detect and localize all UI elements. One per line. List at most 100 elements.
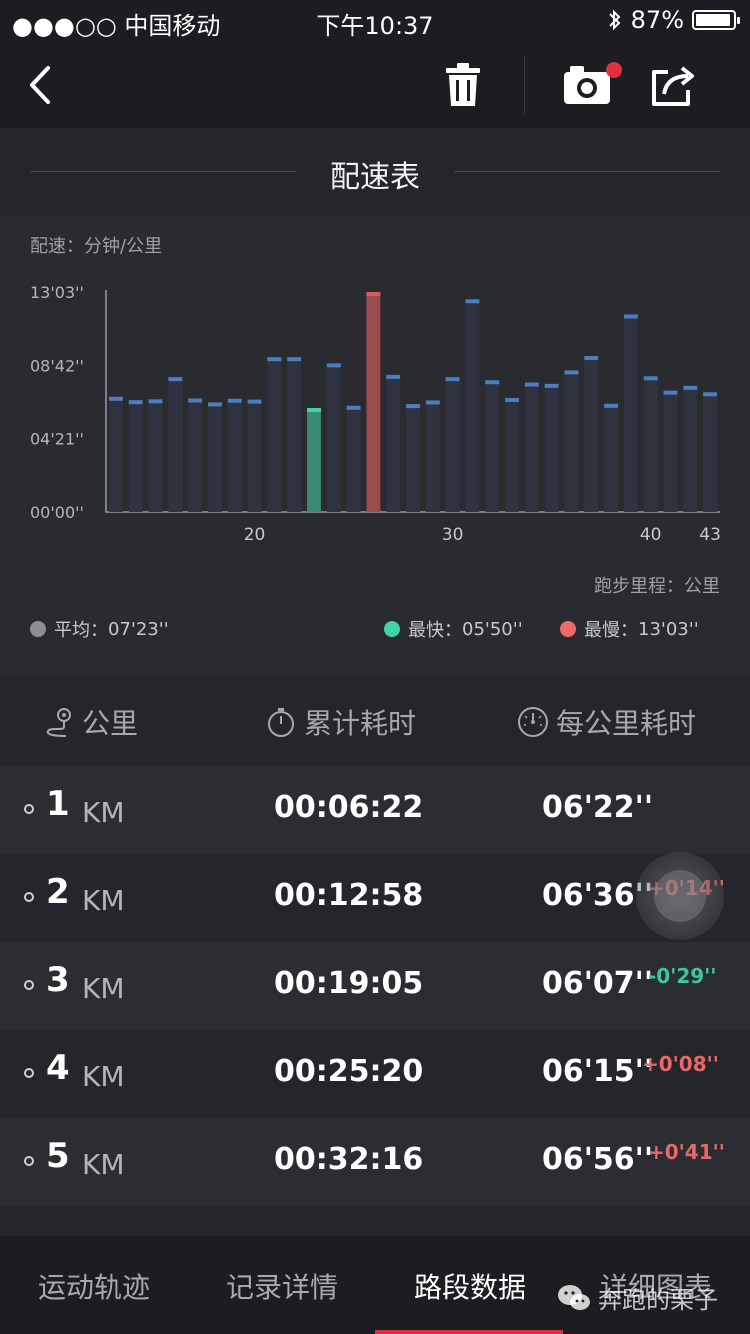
pace-bar-cap [643, 376, 658, 381]
row-km: 3 [46, 960, 70, 1000]
row-km: 2 [46, 872, 70, 912]
chart-y-label: 配速：分钟/公里 [30, 236, 163, 257]
chevron-left-icon[interactable] [22, 62, 62, 108]
y-tick-label: 08'42'' [30, 356, 84, 375]
row-pace-diff: +0'08'' [642, 1052, 719, 1076]
pace-bar [168, 377, 183, 512]
pace-bar [465, 299, 480, 512]
col-total-label: 累计耗时 [304, 707, 417, 740]
pace-bar-fastest [307, 408, 321, 512]
pace-bar-cap [267, 357, 282, 362]
section-header: 配速表 [0, 128, 750, 216]
pace-bar-cap [683, 385, 698, 390]
watermark: 奔跑的栗子 [556, 1280, 718, 1315]
page-title: 配速表 [330, 160, 420, 195]
pace-bar-cap [485, 380, 500, 385]
row-unit: KM [82, 1148, 125, 1181]
row-bullet-icon [24, 804, 34, 814]
pace-bar-cap [326, 363, 341, 368]
row-bullet-icon [24, 980, 34, 990]
trash-icon[interactable] [440, 60, 486, 110]
col-header-total: 累计耗时 [264, 702, 416, 742]
share-icon[interactable] [648, 62, 698, 110]
legend-slowest-value: 13'03'' [638, 618, 699, 640]
col-header-km: 公里 [42, 702, 138, 742]
row-total-time: 00:06:22 [274, 790, 424, 825]
pace-bar-cap [465, 299, 480, 304]
watermark-text: 奔跑的栗子 [598, 1286, 718, 1314]
pace-bar [623, 314, 638, 512]
pace-bar [643, 376, 658, 512]
row-pace-diff: -0'29'' [648, 964, 717, 988]
pace-bar-cap [703, 392, 718, 397]
pace-bar-fastest-cap [307, 408, 321, 413]
x-tick-label: 40 [640, 525, 662, 545]
pace-bar-cap [604, 403, 618, 408]
pace-bar-cap [505, 397, 519, 402]
pace-bar [445, 377, 460, 512]
pace-bar-cap [148, 399, 163, 404]
battery-icon [692, 10, 740, 30]
tab-record-details[interactable]: 记录详情 [226, 1271, 339, 1304]
legend-fastest-dot [384, 621, 400, 637]
y-tick-label: 04'21'' [30, 430, 84, 449]
row-pace-diff: +0'41'' [648, 1140, 725, 1164]
x-tick-label: 20 [244, 525, 266, 545]
title-rule-right [454, 171, 720, 172]
pace-bar [128, 400, 143, 512]
pace-bar [326, 363, 341, 512]
speedometer-icon [518, 707, 548, 737]
row-km: 1 [46, 784, 70, 824]
title-rule-left [30, 171, 296, 172]
pace-bar [544, 383, 559, 512]
legend-average: 平均： 07'23'' [30, 616, 169, 642]
pace-bar [683, 385, 698, 512]
pace-bar [425, 400, 440, 512]
pace-bar-cap [346, 405, 361, 410]
x-tick-label: 43 [699, 525, 721, 545]
col-km-label: 公里 [82, 707, 139, 740]
legend-slowest-dot [560, 621, 576, 637]
pace-bar-slowest [366, 292, 381, 512]
chart-x-label: 跑步里程：公里 [594, 576, 720, 597]
pace-bar-slowest-cap [366, 292, 381, 296]
pace-bar [108, 396, 123, 512]
pace-bar [188, 398, 203, 512]
wechat-icon [558, 1284, 590, 1310]
pace-chart-panel: 配速：分钟/公里 13'03'' 08'42'' 04'21'' 00'00'' 20 3… [0, 216, 750, 676]
row-pace: 06'07'' [542, 966, 654, 1001]
pace-bar-cap [287, 357, 302, 362]
pace-bar-cap [168, 377, 183, 382]
status-bar: ●●●○○ 中国移动 下午10:37 87% [0, 0, 750, 42]
pace-bar-cap [227, 398, 242, 403]
tab-bar: 运动轨迹 记录详情 路段数据 详细图表 奔跑的栗子 [0, 1236, 750, 1334]
legend-fastest-value: 05'50'' [462, 618, 523, 640]
pace-bar-cap [425, 400, 440, 405]
carrier-label: ●●●○○ 中国移动 [12, 12, 221, 40]
pace-bar [346, 405, 361, 512]
pace-bar [485, 380, 500, 512]
notification-dot [606, 62, 622, 78]
pace-bar-cap [128, 400, 143, 405]
table-header: 公里 累计耗时 每公里耗时 [0, 676, 750, 766]
pace-bar [663, 390, 678, 512]
pace-bar-cap [386, 374, 401, 379]
pace-bar [247, 399, 262, 512]
stopwatch-icon [268, 708, 294, 737]
tab-detailed-charts[interactable]: 详细图表 [600, 1271, 713, 1304]
pace-bar-cap [445, 377, 460, 382]
legend-fastest-label: 最快： [408, 620, 462, 641]
battery-percent: 87% [630, 6, 684, 34]
tab-segment-data[interactable]: 路段数据 [414, 1271, 527, 1304]
pace-bar-cap [544, 383, 559, 388]
floating-assistive-button[interactable] [636, 852, 724, 940]
pace-bar-cap [188, 398, 203, 403]
tab-route[interactable]: 运动轨迹 [38, 1271, 151, 1304]
active-tab-indicator [375, 1330, 563, 1334]
legend-average-value: 07'23'' [108, 618, 169, 640]
row-unit: KM [82, 796, 125, 829]
row-km: 5 [46, 1136, 70, 1176]
camera-icon[interactable] [560, 60, 616, 110]
col-header-pace: 每公里耗时 [516, 702, 696, 742]
